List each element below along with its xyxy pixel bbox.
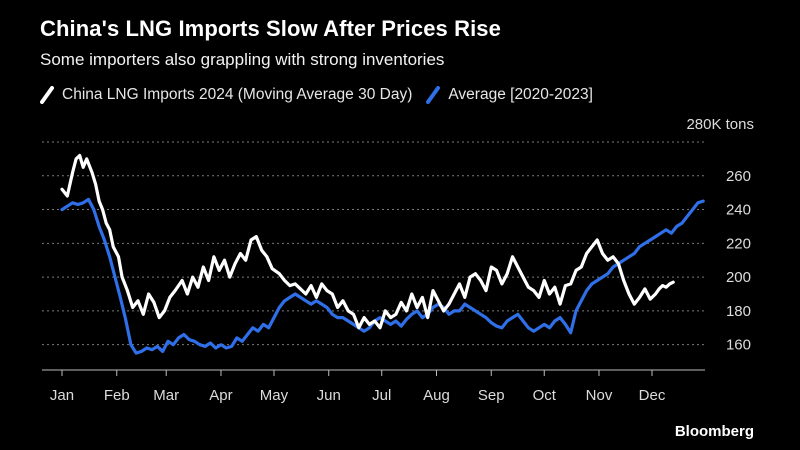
x-tick-label: May [260,387,289,404]
x-tick-label: Jun [317,387,341,404]
legend-swatch-2024 [40,86,54,104]
x-tick-label: Sep [478,387,505,404]
x-tick-label: Jan [50,387,74,404]
series-line-2024 [60,153,675,330]
x-tick-label: Aug [423,387,450,404]
legend-item-average: Average [2020-2023] [426,86,593,104]
legend-label-2024: China LNG Imports 2024 (Moving Average 3… [62,86,413,103]
y-tick-label: 240 [726,202,751,219]
chart-title: China's LNG Imports Slow After Prices Ri… [40,16,501,41]
legend-swatch-average [426,86,441,104]
x-tick-label: Nov [586,387,613,404]
chart-subtitle: Some importers also grappling with stron… [40,50,445,69]
series-line-average [60,197,705,355]
y-tick-label: 180 [726,303,751,320]
legend: China LNG Imports 2024 (Moving Average 3… [40,86,607,104]
legend-label-average: Average [2020-2023] [448,86,593,103]
x-tick-label: Dec [639,387,666,404]
x-tick-label: Mar [153,387,179,404]
x-tick-label: Apr [209,387,232,404]
legend-item-2024: China LNG Imports 2024 (Moving Average 3… [40,86,412,104]
y-tick-label: 260 [726,168,751,185]
y-tick-label: 160 [726,337,751,354]
x-tick-label: Oct [533,387,557,404]
bloomberg-logo: Bloomberg [674,423,754,440]
x-tick-label: Feb [104,387,130,404]
y-tick-label: 220 [726,235,751,252]
x-tick-label: Jul [372,387,391,404]
y-tick-label: 200 [726,269,751,286]
y-axis-unit-label: 280K tons [686,116,754,133]
